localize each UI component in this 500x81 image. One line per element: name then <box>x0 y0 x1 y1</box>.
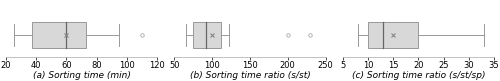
FancyBboxPatch shape <box>368 22 418 48</box>
X-axis label: (a) Sorting time (min): (a) Sorting time (min) <box>32 71 130 80</box>
X-axis label: (b) Sorting time ratio (s/st): (b) Sorting time ratio (s/st) <box>190 71 310 80</box>
FancyBboxPatch shape <box>32 22 86 48</box>
FancyBboxPatch shape <box>194 22 221 48</box>
X-axis label: (c) Sorting time ratio (s/st/sp): (c) Sorting time ratio (s/st/sp) <box>352 71 485 80</box>
